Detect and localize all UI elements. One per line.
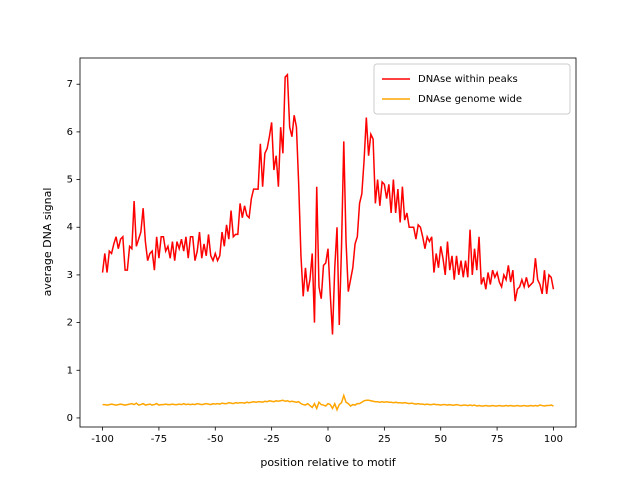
- y-tick-label: 7: [67, 79, 73, 90]
- y-tick-label: 3: [67, 270, 73, 281]
- line-series: [101, 72, 555, 335]
- legend-box: [373, 63, 571, 115]
- legend-label: DNAse genome wide: [418, 94, 522, 105]
- y-tick-label: 4: [67, 222, 73, 233]
- y-tick-label: 2: [67, 318, 73, 329]
- y-axis-label: average DNA signal: [41, 188, 54, 297]
- y-tick-label: 5: [67, 175, 73, 186]
- x-tick-label: -25: [263, 434, 279, 445]
- x-axis-label: position relative to motif: [260, 456, 396, 469]
- legend-label: DNAse within peaks: [418, 74, 518, 85]
- y-tick-label: 6: [67, 127, 73, 138]
- x-tick-label: -75: [151, 434, 167, 445]
- y-tick-label: 1: [67, 365, 73, 376]
- y-tick-label: 0: [67, 413, 73, 424]
- x-tick-label: 100: [544, 434, 563, 445]
- x-tick-label: 75: [491, 434, 504, 445]
- x-tick-label: 0: [325, 434, 331, 445]
- x-tick-label: 50: [434, 434, 447, 445]
- line-series: [102, 393, 554, 412]
- x-tick-label: -100: [91, 434, 114, 445]
- x-tick-label: 25: [378, 434, 391, 445]
- axes-frame: [79, 57, 577, 428]
- x-tick-label: -50: [207, 434, 223, 445]
